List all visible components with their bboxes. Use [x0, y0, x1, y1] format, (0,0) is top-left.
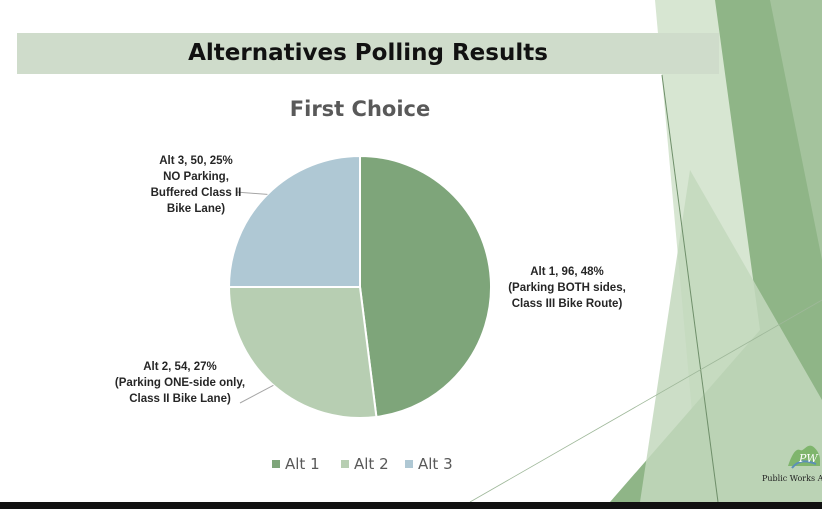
deco-line-2: [469, 299, 822, 503]
pie-slice-alt-1: [359, 154, 493, 419]
leader-lines: [235, 191, 274, 404]
data-label-line: Class III Bike Route): [512, 298, 623, 310]
logo-text: Public Works A: [762, 474, 822, 483]
data-label-line: Class II Bike Lane): [129, 393, 231, 405]
data-label-alt-1: Alt 1, 96, 48% (Parking BOTH sides, Class …: [508, 266, 626, 310]
leader-line-alt-3: [235, 191, 268, 195]
data-label-alt-3: Alt 3, 50, 25% NO Parking, Buffered Class …: [151, 155, 242, 215]
data-labels: Alt 1, 96, 48% (Parking BOTH sides, Class …: [115, 155, 626, 405]
legend-label-alt-3: Alt 3: [418, 455, 453, 473]
public-works-logo-icon: PW: [786, 440, 822, 472]
slide-title: Alternatives Polling Results: [188, 40, 548, 66]
legend-swatch-alt-2: [341, 460, 349, 468]
leader-line-alt-2: [239, 384, 274, 404]
data-label-line: Bike Lane): [167, 203, 225, 215]
data-label-line: Alt 1, 96, 48%: [530, 266, 604, 278]
data-label-alt-2: Alt 2, 54, 27% (Parking ONE-side only, Cla…: [115, 361, 245, 405]
data-label-line: (Parking BOTH sides,: [508, 282, 626, 294]
data-label-line: NO Parking,: [163, 171, 229, 183]
deco-line: [661, 74, 719, 503]
deco-shape-mid: [770, 0, 822, 260]
legend-label-alt-1: Alt 1: [285, 455, 320, 473]
data-label-line: Alt 2, 54, 27%: [143, 361, 217, 373]
data-label-line: (Parking ONE-side only,: [115, 377, 245, 389]
pie-slices: [227, 154, 493, 419]
chart-title: First Choice: [290, 97, 430, 121]
legend-swatch-alt-3: [405, 460, 413, 468]
svg-text:PW: PW: [798, 452, 819, 465]
pie-slice-alt-3: [227, 154, 361, 288]
title-band: [17, 33, 719, 74]
bottom-bar: [0, 502, 822, 509]
legend-label-alt-2: Alt 2: [354, 455, 389, 473]
legend-swatch-alt-1: [272, 460, 280, 468]
data-label-line: Alt 3, 50, 25%: [159, 155, 233, 167]
legend: Alt 1 Alt 2 Alt 3: [272, 455, 453, 473]
data-label-line: Buffered Class II: [151, 187, 242, 199]
pie-slice-alt-2: [227, 286, 378, 419]
